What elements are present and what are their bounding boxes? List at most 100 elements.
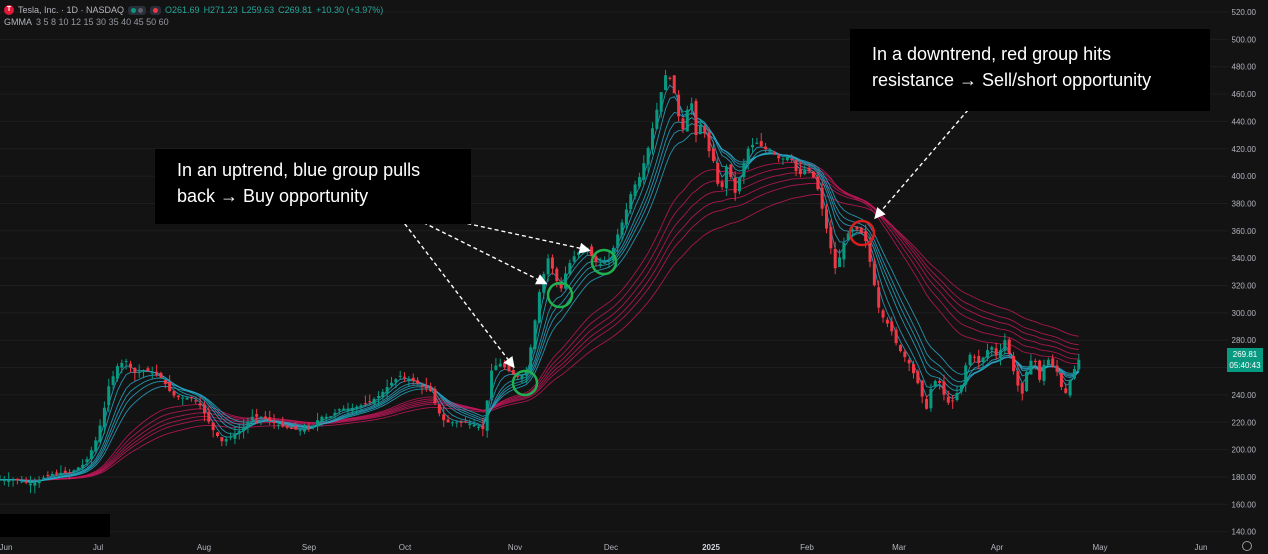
candle-body [581,249,585,252]
candle-body [781,158,785,160]
candle-body [15,478,19,481]
candle-body [946,396,950,403]
buy-circle-marker [511,369,539,397]
candle-body [520,375,524,379]
candle-body [925,398,929,409]
candle-body [507,364,511,372]
gmma-fast-group [0,84,1080,484]
y-tick-label: 400.00 [1232,172,1257,181]
candle-body [363,403,367,405]
buy-circle-marker [590,248,618,276]
candle-body [63,470,67,473]
candle-body [868,241,872,262]
candle-body [959,385,963,392]
candle-body [416,380,420,384]
candle-body [181,397,185,399]
candle-body [211,422,215,431]
candle-body [342,408,346,411]
candle-body [172,391,176,396]
candle-body [651,128,654,150]
candle-body [511,370,515,375]
candle-body [407,379,411,381]
candle-body [259,416,263,418]
candle-body [450,422,454,424]
candle-body [1007,339,1011,355]
visibility-toggle[interactable] [128,5,147,15]
candle-body [424,385,428,389]
x-tick-label: Apr [991,543,1004,552]
candle-body [555,268,559,281]
candle-body [94,440,98,451]
candle-body [120,362,124,368]
downtrend-annotation: In a downtrend, red group hits resistanc… [850,29,1210,111]
candle-body [877,287,881,308]
candle-body [894,329,898,344]
y-tick-label: 320.00 [1232,282,1257,291]
candle-body [46,474,50,476]
y-tick-label: 460.00 [1232,90,1257,99]
candle-body [685,109,689,132]
ohlc-low: L259.63 [241,5,275,15]
candle-body [920,380,924,397]
indicator-row[interactable]: GMMA 3 5 8 10 12 15 30 35 40 45 50 60 [4,16,383,28]
candle-body [898,345,902,352]
candle-body [777,155,781,159]
bar-countdown: 05:40:43 [1229,361,1261,370]
alert-dot-icon [153,7,159,13]
candle-body [981,357,985,363]
candle-body [564,273,567,289]
candle-body [572,256,576,262]
candle-body [37,479,41,484]
y-tick-label: 520.00 [1232,8,1257,17]
ema-line [0,194,1079,481]
candle-body [255,414,259,417]
candle-body [933,380,937,387]
candle-body [633,184,637,197]
candle-body [855,227,859,230]
candle-body [337,409,341,411]
candle-body [303,429,306,432]
candle-body [707,132,711,152]
settings-gear-icon[interactable] [1242,541,1252,551]
candle-body [716,162,720,184]
ohlc-high: H271.23 [203,5,238,15]
ohlc-close: C269.81 [278,5,313,15]
gmma-slow-group [0,161,1079,481]
ema-line [0,131,1079,482]
symbol-row[interactable]: T Tesla, Inc. · 1D · NASDAQ O261.69 H271… [4,4,383,16]
candle-body [681,118,685,130]
candle-body [659,92,663,112]
candle-body [133,367,137,373]
candle-body [816,176,820,190]
candle-body [194,400,198,402]
x-tick-label: Jul [93,543,103,552]
indicator-name: GMMA [4,17,32,27]
sell-arrow [874,109,969,220]
candle-body [189,396,193,399]
ohlc-open: O261.69 [165,5,200,15]
candle-body [1020,383,1024,394]
candle-body [381,391,385,398]
candle-body [990,347,994,350]
candle-body [798,169,802,175]
candle-body [216,432,219,437]
candle-body [994,348,998,356]
alert-toggle[interactable] [150,5,162,15]
candle-body [276,424,280,426]
candle-body [107,386,111,406]
candle-body [537,292,541,323]
candle-body [376,395,380,398]
sell-circle-marker [848,219,876,247]
candle-body [307,427,311,429]
x-tick-label: Oct [399,543,412,552]
candle-body [1003,340,1007,351]
buy-arrow [391,206,515,369]
candle-body [738,178,741,192]
last-price-value: 269.81 [1232,350,1258,359]
signal-markers [391,109,969,397]
y-tick-label: 220.00 [1232,418,1257,427]
candle-body [637,177,641,187]
candle-body [146,368,150,372]
candle-body [785,156,789,161]
